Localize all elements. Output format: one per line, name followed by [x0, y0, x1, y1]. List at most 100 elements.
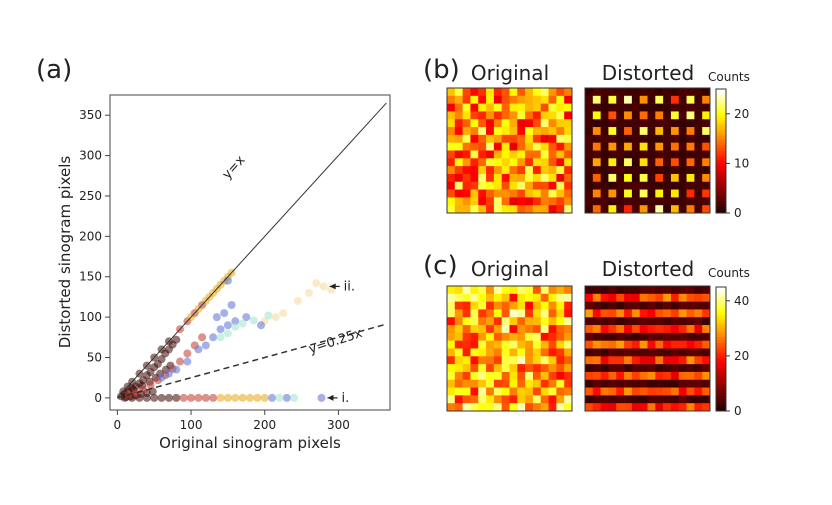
panel-c-distorted-cell	[670, 332, 680, 341]
panel-c-original-cell	[447, 395, 456, 404]
panel-b-colorbar-gradient-step	[716, 123, 726, 127]
panel-b-distorted-cell	[694, 88, 703, 97]
panel-c-original-cell	[556, 301, 565, 310]
panel-b-distorted-cell	[655, 111, 664, 120]
panel-b-colorbar-gradient-step	[716, 101, 726, 105]
scatter-point	[282, 393, 291, 402]
panel-c-original-cell	[556, 317, 565, 326]
panel-c-distorted-cell	[655, 332, 664, 341]
panel-b-original-cell	[525, 127, 534, 136]
panel-b-original-cell	[501, 111, 510, 120]
panel-b-original-cell	[454, 88, 463, 97]
panel-b-original-cell	[493, 142, 502, 151]
panel-c-original-cell	[540, 379, 549, 388]
panel-b-distorted-cell	[624, 119, 633, 128]
panel-b-distorted-cell	[663, 205, 672, 214]
panel-c-original-cell	[478, 293, 487, 302]
panel-b-original-cell	[509, 189, 518, 198]
panel-c-original-cell	[509, 293, 518, 302]
panel-b-distorted-cell	[639, 173, 648, 183]
panel-c-original-cell	[478, 309, 487, 318]
panel-c-distorted-cell	[592, 286, 601, 295]
panel-c-distorted-cell	[702, 325, 711, 334]
panel-b-original-cell	[532, 173, 542, 183]
y-axis-ticks: 0 50 100 150 200 250 300 350	[79, 108, 110, 405]
panel-c-original-cell	[548, 340, 557, 349]
panel-b-original-cell	[525, 166, 534, 175]
panel-c-distorted-cell	[663, 379, 672, 388]
panel-c-original-cell	[564, 293, 573, 302]
panel-c-distorted-cell	[608, 317, 617, 326]
panel-b-distorted-cell	[631, 189, 640, 198]
panel-c-distorted-cell	[686, 325, 695, 334]
panel-c-distorted-cell	[585, 364, 594, 373]
panel-c-distorted-cell	[686, 301, 695, 310]
panel-b-distorted-cell	[647, 189, 656, 198]
panel-c-distorted-cell	[624, 395, 633, 404]
panel-c-distorted-cell	[663, 301, 672, 310]
panel-b-distorted-cell	[608, 181, 617, 190]
panel-b-original-cell	[462, 166, 471, 175]
panel-b-distorted-cell	[647, 95, 656, 104]
panel-c-distorted-cell	[585, 403, 594, 412]
panel-b-original-cell	[493, 119, 502, 128]
panel-b-distorted-cell	[647, 205, 656, 214]
panel-b-distorted-cell	[647, 181, 656, 190]
panel-b-original-cell	[548, 142, 557, 151]
panel-b-original-cell	[509, 158, 518, 167]
y-tick-label: 250	[79, 189, 102, 203]
panel-c-distorted-cell	[639, 371, 648, 381]
panel-b-distorted-cell	[647, 119, 656, 128]
panel-c-distorted-cell	[608, 387, 617, 396]
panel-c-distorted-cell	[600, 286, 609, 295]
panel-c-original-cell	[447, 387, 456, 396]
panel-b-original-cell	[564, 111, 573, 120]
panel-c-original-cell	[525, 317, 534, 326]
panel-c-original-cell	[493, 371, 502, 381]
panel-c-original-cell	[517, 403, 526, 412]
panel-b-distorted-cell	[631, 181, 640, 190]
panel-b-original-cell	[556, 150, 565, 159]
panel-b-original-cell	[548, 88, 557, 97]
panel-c-colorbar: 0 20 40	[715, 286, 749, 418]
panel-b-distorted-cell	[624, 111, 633, 120]
panel-c-original-cell	[556, 309, 565, 318]
panel-b-original-cell	[454, 103, 463, 112]
panel-c-original-cell	[517, 387, 526, 396]
panel-b-distorted-cell	[592, 205, 601, 214]
panel-c-distorted-cell	[647, 325, 656, 334]
panel-b-original-cell	[517, 205, 526, 214]
x-tick-label: 0	[114, 418, 122, 432]
panel-c-distorted-cell	[592, 301, 601, 310]
panel-c-original-cell	[470, 325, 479, 334]
panel-b-original-cell	[540, 142, 549, 151]
panel-b-distorted-cell	[686, 119, 695, 128]
panel-b-original-cell	[470, 95, 479, 104]
panel-b-original-cell	[540, 166, 549, 175]
panel-b-original-cell	[447, 197, 456, 206]
panel-b-distorted-cell	[694, 103, 703, 112]
panel-b-original-cell	[517, 103, 526, 112]
panel-b-distorted-cell	[694, 119, 703, 128]
panel-b-distorted-cell	[655, 127, 664, 136]
panel-b-original-cell	[493, 181, 502, 190]
panel-b-original-cell	[517, 166, 526, 175]
panel-b-distorted-cell	[600, 158, 609, 167]
panel-c-original-cell	[470, 395, 479, 404]
panel-c-original-cell	[493, 387, 502, 396]
panel-b-distorted-cell	[639, 134, 648, 143]
panel-b-original-cell	[486, 181, 495, 190]
panel-c-original-cell	[454, 332, 463, 341]
panel-c-original-cell	[540, 371, 549, 381]
panel-c-distorted-cell	[647, 293, 656, 302]
panel-b-original-cell	[447, 181, 456, 190]
panel-b-distorted-cell	[663, 134, 672, 143]
panel-c-original-cell	[564, 301, 573, 310]
panel-b-distorted-cell	[663, 173, 672, 183]
scatter-point	[238, 393, 247, 402]
panel-c-distorted-cell	[694, 348, 703, 357]
panel-b-distorted-cell	[663, 111, 672, 120]
panel-c-distorted-cell	[600, 309, 609, 318]
panel-c-distorted-cell	[585, 325, 594, 334]
panel-b-original-cell	[493, 88, 502, 97]
